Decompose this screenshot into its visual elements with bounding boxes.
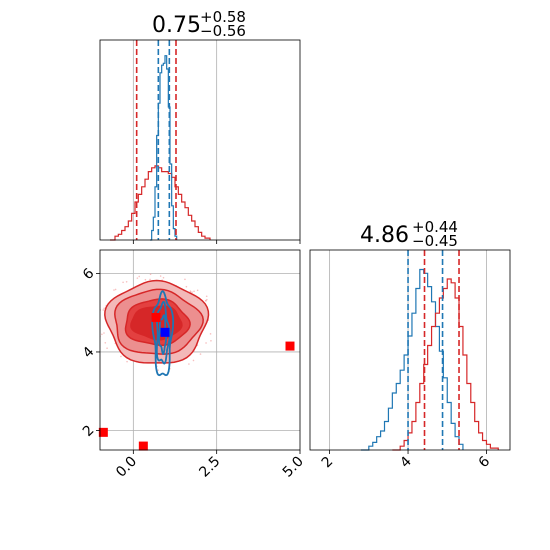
scatter-point bbox=[189, 290, 192, 293]
scatter-point bbox=[144, 278, 147, 281]
scatter-point bbox=[205, 300, 207, 302]
scatter-point bbox=[191, 291, 193, 293]
scatter-point bbox=[98, 312, 100, 314]
histogram-series bbox=[360, 268, 464, 451]
panel-2d-blue-contours bbox=[151, 290, 175, 377]
panel-y-histogram-lines bbox=[360, 268, 499, 451]
histogram-series bbox=[150, 55, 178, 241]
scatter-point bbox=[184, 278, 186, 281]
point-marker bbox=[98, 427, 108, 437]
point-marker bbox=[285, 341, 295, 351]
scatter-point bbox=[162, 276, 165, 279]
scatter-point bbox=[149, 273, 152, 276]
panel-y-histogram: 4.86 +0.44 −0.45 2 4 6 bbox=[309, 218, 511, 472]
y-tick-label: 2 bbox=[80, 422, 98, 440]
panel-y-frame bbox=[309, 249, 511, 451]
y-tick-label: 4 bbox=[80, 344, 98, 362]
y-tick-label: 6 bbox=[80, 265, 98, 283]
scatter-point bbox=[196, 289, 199, 292]
panel-x-title-median: 0.75 bbox=[152, 13, 201, 38]
x-tick-label: 2.5 bbox=[196, 454, 223, 481]
x-tick-label: 0.0 bbox=[113, 454, 140, 481]
blue-contour bbox=[158, 314, 168, 355]
x-tick-label: 6 bbox=[476, 453, 494, 471]
scatter-point bbox=[114, 288, 117, 291]
scatter-point bbox=[103, 307, 105, 310]
panel-y-title-median: 4.86 bbox=[360, 223, 409, 248]
scatter-point bbox=[185, 285, 188, 288]
panel-y-title-plus: +0.44 bbox=[412, 218, 458, 236]
scatter-point bbox=[188, 363, 190, 365]
scatter-point bbox=[106, 347, 108, 350]
scatter-point bbox=[205, 295, 208, 298]
blue-contour bbox=[155, 300, 171, 365]
scatter-point bbox=[149, 278, 151, 281]
scatter-point bbox=[206, 298, 208, 301]
point-marker bbox=[138, 441, 148, 451]
panel-y-title-minus: −0.45 bbox=[412, 232, 458, 250]
blue-contour bbox=[151, 290, 175, 377]
histogram-series bbox=[110, 165, 211, 241]
scatter-point bbox=[159, 275, 162, 277]
scatter-point bbox=[138, 275, 141, 278]
scatter-point bbox=[103, 332, 105, 334]
scatter-point bbox=[157, 369, 159, 372]
point-marker bbox=[151, 312, 161, 322]
histogram-series bbox=[392, 278, 499, 451]
scatter-point bbox=[102, 309, 105, 311]
scatter-point bbox=[126, 360, 128, 363]
panel-2d-frame bbox=[99, 249, 301, 451]
panel-y-quantile-lines bbox=[407, 250, 460, 450]
panel-x-quantile-lines bbox=[135, 40, 177, 240]
panel-x-title-minus: −0.56 bbox=[200, 22, 246, 40]
scatter-point bbox=[101, 333, 103, 336]
scatter-point bbox=[205, 342, 207, 344]
panel-x-grid bbox=[132, 40, 218, 240]
panel-x-title-plus: +0.58 bbox=[200, 8, 246, 26]
panel-x-frame bbox=[99, 39, 301, 241]
scatter-point bbox=[104, 341, 107, 344]
panel-x-histogram: 0.75 +0.58 −0.56 bbox=[99, 8, 301, 244]
panel-x-ticks bbox=[132, 240, 301, 244]
scatter-point bbox=[210, 339, 212, 342]
x-tick-label: 5.0 bbox=[280, 454, 307, 481]
scatter-point bbox=[136, 277, 139, 279]
scatter-point bbox=[113, 289, 115, 291]
scatter-point bbox=[192, 359, 195, 362]
panel-x-histogram-lines bbox=[110, 55, 211, 241]
x-tick-label: 4 bbox=[397, 453, 415, 471]
scatter-point bbox=[199, 353, 202, 355]
scatter-point bbox=[125, 280, 128, 283]
panel-2d-contour: 0.0 2.5 5.0 2 4 6 bbox=[80, 249, 307, 481]
panel-2d-markers bbox=[98, 312, 295, 451]
point-marker bbox=[160, 327, 170, 337]
scatter-point bbox=[122, 281, 124, 284]
panel-y-ticks: 2 4 6 bbox=[319, 450, 494, 472]
scatter-point bbox=[193, 290, 195, 293]
scatter-point bbox=[209, 333, 212, 335]
scatter-point bbox=[120, 355, 122, 358]
x-tick-label: 2 bbox=[319, 454, 337, 472]
